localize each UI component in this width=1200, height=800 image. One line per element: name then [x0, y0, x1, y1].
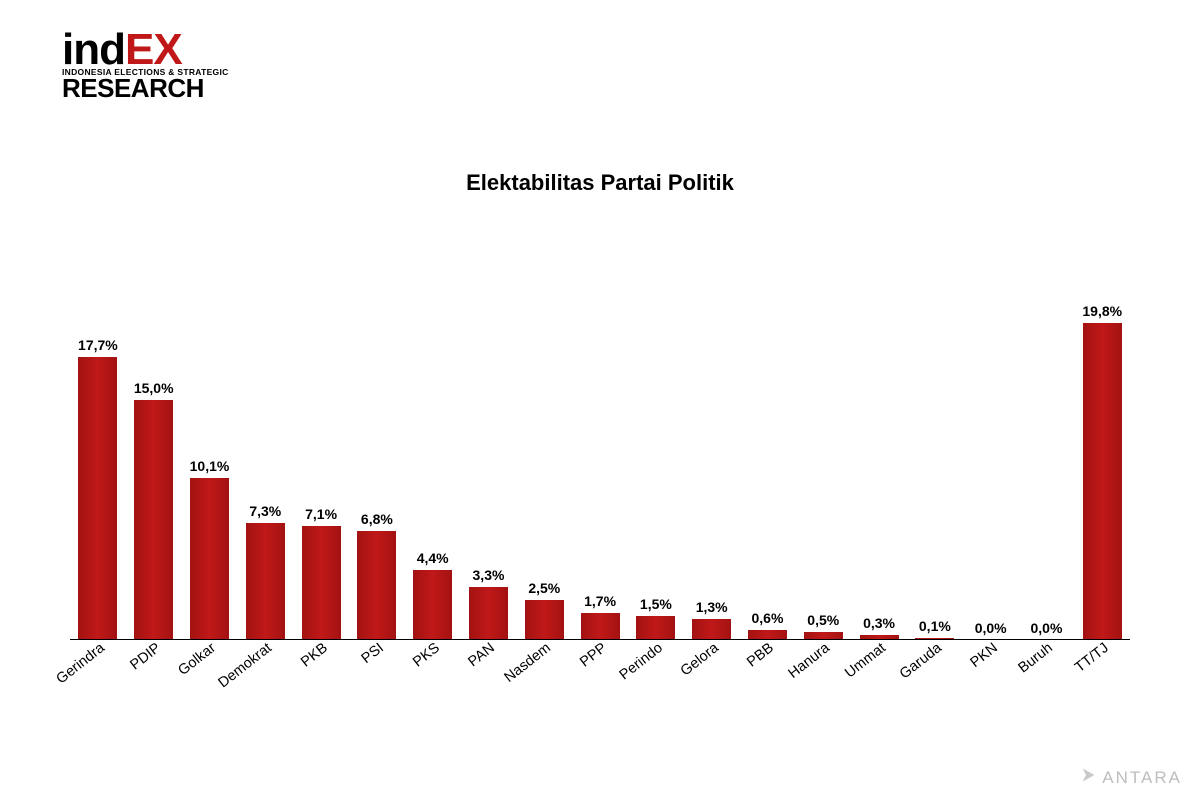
bar-rect	[302, 526, 341, 640]
logo-line2: RESEARCH	[62, 75, 229, 101]
watermark: ANTARA	[1076, 765, 1182, 790]
bar-slot: 3,3%PAN	[461, 280, 517, 640]
bar-value-label: 7,3%	[249, 503, 281, 519]
watermark-text: ANTARA	[1102, 768, 1182, 788]
chart-title: Elektabilitas Partai Politik	[0, 170, 1200, 196]
bar-value-label: 1,7%	[584, 593, 616, 609]
bar-value-label: 3,3%	[473, 567, 505, 583]
page: indEX INDONESIA ELECTIONS & STRATEGIC RE…	[0, 0, 1200, 800]
x-axis-line	[70, 639, 1130, 640]
bar-slot: 1,5%Perindo	[628, 280, 684, 640]
bar-value-label: 4,4%	[417, 550, 449, 566]
bar-value-label: 0,5%	[807, 612, 839, 628]
bar-slot: 19,8%TT/TJ	[1074, 280, 1130, 640]
bar-value-label: 2,5%	[528, 580, 560, 596]
logo: indEX INDONESIA ELECTIONS & STRATEGIC RE…	[62, 28, 229, 101]
bar-value-label: 0,6%	[752, 610, 784, 626]
bar-value-label: 19,8%	[1082, 303, 1122, 319]
bar-slot: 10,1%Golkar	[182, 280, 238, 640]
bar-slot: 0,0%PKN	[963, 280, 1019, 640]
bar-rect	[357, 531, 396, 640]
bar-value-label: 0,3%	[863, 615, 895, 631]
bar-slot: 15,0%PDIP	[126, 280, 182, 640]
bar-rect	[1083, 323, 1122, 640]
bar-value-label: 15,0%	[134, 380, 174, 396]
bar-container: 17,7%Gerindra15,0%PDIP10,1%Golkar7,3%Dem…	[70, 280, 1130, 640]
bar-value-label: 1,5%	[640, 596, 672, 612]
bar-slot: 7,3%Demokrat	[237, 280, 293, 640]
bar-rect	[190, 478, 229, 640]
bar-value-label: 1,3%	[696, 599, 728, 615]
bar-value-label: 17,7%	[78, 337, 118, 353]
bar-slot: 17,7%Gerindra	[70, 280, 126, 640]
bar-slot: 0,0%Buruh	[1019, 280, 1075, 640]
bar-rect	[78, 357, 117, 640]
bar-slot: 0,1%Garuda	[907, 280, 963, 640]
bar-slot: 1,7%PPP	[572, 280, 628, 640]
bar-slot: 1,3%Gelora	[684, 280, 740, 640]
bar-value-label: 10,1%	[190, 458, 230, 474]
bar-slot: 0,5%Hanura	[795, 280, 851, 640]
bar-slot: 7,1%PKB	[293, 280, 349, 640]
chart-area: 17,7%Gerindra15,0%PDIP10,1%Golkar7,3%Dem…	[70, 280, 1130, 700]
bar-slot: 6,8%PSI	[349, 280, 405, 640]
bar-slot: 0,6%PBB	[740, 280, 796, 640]
bar-rect	[134, 400, 173, 640]
bar-slot: 0,3%Ummat	[851, 280, 907, 640]
bar-slot: 4,4%PKS	[405, 280, 461, 640]
bar-slot: 2,5%Nasdem	[516, 280, 572, 640]
bar-value-label: 7,1%	[305, 506, 337, 522]
logo-wordmark: indEX	[62, 28, 229, 72]
antara-logo-icon	[1076, 765, 1096, 790]
bar-rect	[246, 523, 285, 640]
bar-value-label: 6,8%	[361, 511, 393, 527]
